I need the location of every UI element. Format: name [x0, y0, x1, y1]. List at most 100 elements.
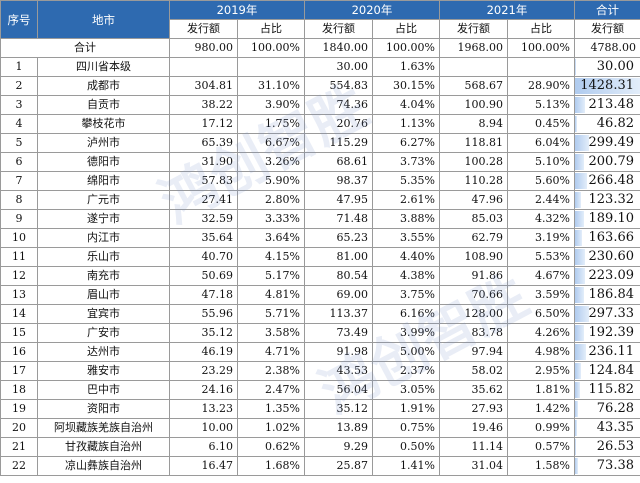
total-2020-ratio: 100.00% — [372, 38, 440, 58]
row-number: 20 — [0, 418, 38, 438]
sum-value: 43.35 — [596, 420, 634, 435]
amount-2021-cell: 11.14 — [439, 437, 508, 457]
amount-2021-cell: 91.86 — [439, 266, 508, 286]
amount-2020-cell: 20.76 — [304, 114, 373, 134]
year-2019-header: 2019年 — [169, 0, 305, 20]
sum-value: 223.09 — [588, 268, 635, 283]
amount-2020-header: 发行额 — [304, 19, 373, 39]
sum-cell: 76.28 — [574, 399, 640, 419]
ratio-2020-cell: 3.75% — [372, 285, 440, 305]
total-2021-amount: 1968.00 — [439, 38, 508, 58]
ratio-2020-cell: 1.63% — [372, 57, 440, 77]
sum-cell: 200.79 — [574, 152, 640, 172]
table-row: 6 德阳市 31.90 3.26% 68.61 3.73% 100.28 5.10% 200.7… — [0, 152, 640, 172]
data-bar — [575, 382, 581, 398]
sum-cell: 30.00 — [574, 57, 640, 77]
ratio-2021-cell: 28.90% — [507, 76, 575, 96]
ratio-2021-cell: 0.57% — [507, 437, 575, 457]
table-row: 2 成都市 304.81 31.10% 554.83 30.15% 568.67 28.90%… — [0, 76, 640, 96]
data-bar — [575, 401, 579, 417]
table-row: 21 甘孜藏族自治州 6.10 0.62% 9.29 0.50% 11.14 0.57% 26.… — [0, 437, 640, 457]
sum-value: 115.82 — [588, 382, 635, 397]
amount-2019-cell: 47.18 — [169, 285, 238, 305]
ratio-2021-cell: 4.67% — [507, 266, 575, 286]
sum-value: 230.60 — [588, 249, 635, 264]
amount-2019-cell: 304.81 — [169, 76, 238, 96]
region-name: 泸州市 — [37, 133, 170, 153]
table-row: 12 南充市 50.69 5.17% 80.54 4.38% 91.86 4.67% 223.0… — [0, 266, 640, 286]
region-name: 凉山彝族自治州 — [37, 456, 170, 476]
amount-2020-cell: 91.98 — [304, 342, 373, 362]
sum-cell: 46.82 — [574, 114, 640, 134]
table-row: 8 广元市 27.41 2.80% 47.95 2.61% 47.96 2.44% 123.32 — [0, 190, 640, 210]
ratio-2020-cell: 5.00% — [372, 342, 440, 362]
table-row: 19 资阳市 13.23 1.35% 35.12 1.91% 27.93 1.42% 76.28 — [0, 399, 640, 419]
sum-cell: 192.39 — [574, 323, 640, 343]
ratio-2019-cell: 6.67% — [237, 133, 305, 153]
sum-cell: 230.60 — [574, 247, 640, 267]
amount-2020-cell: 74.36 — [304, 95, 373, 115]
row-number: 16 — [0, 342, 38, 362]
sum-value: 189.10 — [588, 211, 635, 226]
ratio-2020-cell: 1.91% — [372, 399, 440, 419]
ratio-2020-cell: 0.50% — [372, 437, 440, 457]
amount-2019-cell: 35.12 — [169, 323, 238, 343]
row-number: 5 — [0, 133, 38, 153]
ratio-2019-cell: 5.90% — [237, 171, 305, 191]
amount-2021-cell: 70.66 — [439, 285, 508, 305]
amount-2019-cell: 23.29 — [169, 361, 238, 381]
amount-2021-cell: 83.78 — [439, 323, 508, 343]
table-row: 17 雅安市 23.29 2.38% 43.53 2.37% 58.02 2.95% 124.8… — [0, 361, 640, 381]
region-name: 阿坝藏族羌族自治州 — [37, 418, 170, 438]
data-bar — [575, 192, 581, 208]
amount-2020-cell: 98.37 — [304, 171, 373, 191]
sum-cell: 1428.31 — [574, 76, 640, 96]
sum-cell: 163.66 — [574, 228, 640, 248]
row-number: 18 — [0, 380, 38, 400]
amount-2019-cell: 31.90 — [169, 152, 238, 172]
region-name: 绵阳市 — [37, 171, 170, 191]
amount-2019-cell — [169, 57, 238, 77]
amount-2020-cell: 13.89 — [304, 418, 373, 438]
data-bar — [575, 344, 586, 360]
ratio-2020-cell: 4.40% — [372, 247, 440, 267]
total-2019-ratio: 100.00% — [237, 38, 305, 58]
data-bar — [575, 439, 577, 455]
table-row: 9 遂宁市 32.59 3.33% 71.48 3.88% 85.03 4.32% 189.10 — [0, 209, 640, 229]
amount-2019-cell: 55.96 — [169, 304, 238, 324]
ratio-2019-cell: 4.71% — [237, 342, 305, 362]
ratio-2019-cell — [237, 57, 305, 77]
total-sum-amount: 4788.00 — [574, 38, 640, 58]
amount-2020-cell: 56.04 — [304, 380, 373, 400]
amount-2021-cell: 118.81 — [439, 133, 508, 153]
data-bar — [575, 249, 586, 265]
region-name: 巴中市 — [37, 380, 170, 400]
sum-value: 192.39 — [588, 325, 635, 340]
ratio-2019-cell: 1.02% — [237, 418, 305, 438]
ratio-2019-cell: 1.75% — [237, 114, 305, 134]
ratio-2020-cell: 1.13% — [372, 114, 440, 134]
table-row: 11 乐山市 40.70 4.15% 81.00 4.40% 108.90 5.53% 230.… — [0, 247, 640, 267]
sum-cell: 73.38 — [574, 456, 640, 476]
row-number: 4 — [0, 114, 38, 134]
amount-2021-cell: 97.94 — [439, 342, 508, 362]
amount-2020-cell: 47.95 — [304, 190, 373, 210]
sum-cell: 223.09 — [574, 266, 640, 286]
ratio-2021-header: 占比 — [507, 19, 575, 39]
ratio-2020-cell: 3.55% — [372, 228, 440, 248]
amount-2020-cell: 69.00 — [304, 285, 373, 305]
amount-2019-cell: 24.16 — [169, 380, 238, 400]
ratio-2021-cell: 3.19% — [507, 228, 575, 248]
amount-2019-cell: 10.00 — [169, 418, 238, 438]
ratio-2019-cell: 3.33% — [237, 209, 305, 229]
amount-2021-cell: 100.90 — [439, 95, 508, 115]
table-row: 3 自贡市 38.22 3.90% 74.36 4.04% 100.90 5.13% 213.4… — [0, 95, 640, 115]
region-name: 攀枝花市 — [37, 114, 170, 134]
ratio-2019-cell: 5.17% — [237, 266, 305, 286]
amount-2019-cell: 17.12 — [169, 114, 238, 134]
ratio-2020-cell: 3.99% — [372, 323, 440, 343]
row-number: 12 — [0, 266, 38, 286]
ratio-2021-cell: 4.98% — [507, 342, 575, 362]
row-number: 15 — [0, 323, 38, 343]
region-name: 内江市 — [37, 228, 170, 248]
